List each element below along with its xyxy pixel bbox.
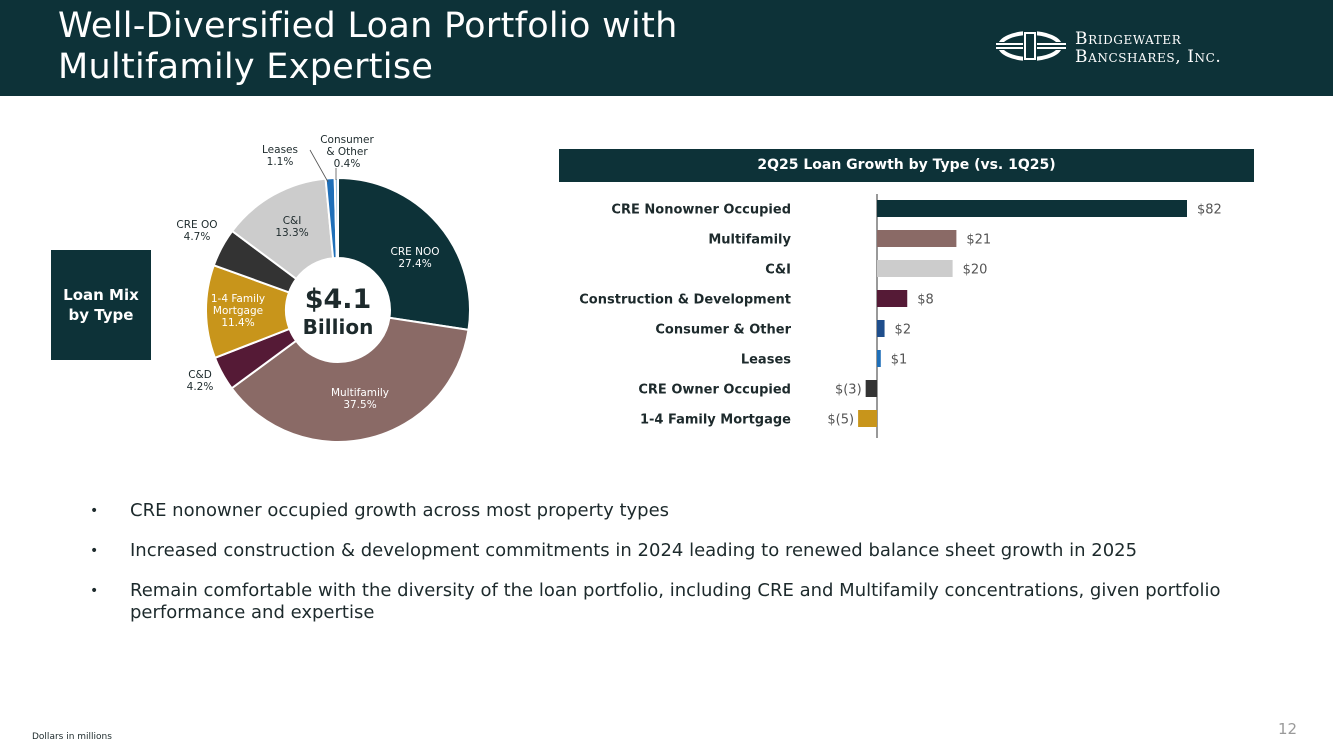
bar-category-label: CRE Owner Occupied [638,383,791,398]
bullet-list: • CRE nonowner occupied growth across mos… [90,500,1270,642]
donut-hole [287,259,389,361]
pie-label: Consumer & Other 0.4% [320,134,374,170]
donut-center-label: Billion [303,315,374,339]
bar-category-label: CRE Nonowner Occupied [611,203,791,218]
bar-value-label: $1 [891,353,908,368]
bar-category-label: Multifamily [708,233,791,248]
bar-category-label: Consumer & Other [655,323,791,338]
loan-growth-bar-chart: CRE Nonowner Occupied $82 Multifamily $21 C&… [579,194,1222,438]
pie-label-line: C&I [283,215,302,227]
page-title-line-1: Well-Diversified Loan Portfolio with [58,6,678,46]
bullet-text: Remain comfortable with the diversity of… [130,580,1221,623]
pie-label-value: 27.4% [398,258,431,270]
header-bar: Well-Diversified Loan Portfolio with Mul… [0,0,1333,96]
pie-label-line: & Other [326,146,368,158]
bar-value-label: $2 [895,323,912,338]
bar-cre-owner-occupied [865,380,877,397]
company-logo-text: Bridgewater Bancshares, Inc. [1075,30,1221,66]
donut-center-value: $4.1 [305,284,372,315]
logo-line-1: Bridgewater [1075,29,1182,49]
bar-category-label: Leases [741,353,791,368]
page-title: Well-Diversified Loan Portfolio with Mul… [58,6,678,88]
bar-cre-nonowner-occupied [877,200,1187,217]
bar-value-label: $(3) [835,383,862,398]
bridgewater-logo-icon [994,31,1068,61]
loan-mix-label: Loan Mix by Type [51,250,151,360]
pie-label: 1-4 Family Mortgage 11.4% [211,293,265,329]
pie-label-value: 4.2% [187,381,214,393]
pie-label: C&D 4.2% [187,369,214,393]
pie-label: Leases 1.1% [262,144,298,168]
bar-category-label: Construction & Development [579,293,791,308]
pie-label: CRE NOO 27.4% [391,246,440,270]
pie-label-value: 11.4% [221,317,254,329]
bullet-text: Increased construction & development com… [130,540,1138,561]
pie-label-line: Leases [262,144,298,156]
bar-value-label: $82 [1197,203,1222,218]
bar-category-label: C&I [765,263,791,278]
bar-1-4-family-mortgage [858,410,877,427]
pie-label-value: 0.4% [334,158,361,170]
bullet-item: • Remain comfortable with the diversity o… [90,580,1270,624]
pie-label-value: 37.5% [343,399,376,411]
pie-label-line: Mortgage [213,305,263,317]
pie-slice-multifamily [230,316,470,443]
bar-value-label: $8 [917,293,934,308]
bar-leases [877,350,881,367]
bar-chart-title: 2Q25 Loan Growth by Type (vs. 1Q25) [559,149,1254,182]
pie-label-line: Consumer [320,134,374,146]
bar-value-label: $20 [963,263,988,278]
pie-label-line: C&D [188,369,212,381]
pie-label: Multifamily 37.5% [331,387,389,411]
pie-label-value: 4.7% [184,231,211,243]
leader-line-leases [309,149,329,183]
pie-label-line: CRE NOO [391,246,440,258]
footnote: Dollars in millions [32,732,112,742]
loan-mix-donut-chart: CRE NOO 27.4% Multifamily 37.5% C&D 4.2% 1-4 F… [176,134,471,443]
page-number: 12 [1278,720,1298,738]
loan-mix-text: Loan Mix by Type [63,286,139,324]
bullet-text: CRE nonowner occupied growth across most… [130,500,670,521]
pie-label-line: CRE OO [176,219,217,231]
bar-value-label: $(5) [827,413,854,428]
bullet-dot: • [90,503,99,519]
bar-category-label: 1-4 Family Mortgage [640,413,791,428]
pie-label-line: 1-4 Family [211,293,265,305]
pie-label-line: Multifamily [331,387,389,399]
pie-label-value: 13.3% [275,227,308,239]
logo-line-2: Bancshares, Inc. [1075,47,1222,67]
bar-multifamily [877,230,957,247]
bullet-item: • CRE nonowner occupied growth across mos… [90,500,1270,522]
bar-consumer-other [877,320,885,337]
bar-construction-development [877,290,908,307]
bullet-dot: • [90,543,99,559]
pie-label: CRE OO 4.7% [176,219,217,243]
pie-slice-cre-noo [337,176,471,331]
page-title-line-2: Multifamily Expertise [58,47,434,87]
bullet-dot: • [90,583,99,599]
pie-label: C&I 13.3% [275,215,308,239]
bar-value-label: $21 [966,233,991,248]
pie-label-value: 1.1% [267,156,294,168]
bullet-item: • Increased construction & development co… [90,540,1270,562]
bar-c-i [877,260,953,277]
